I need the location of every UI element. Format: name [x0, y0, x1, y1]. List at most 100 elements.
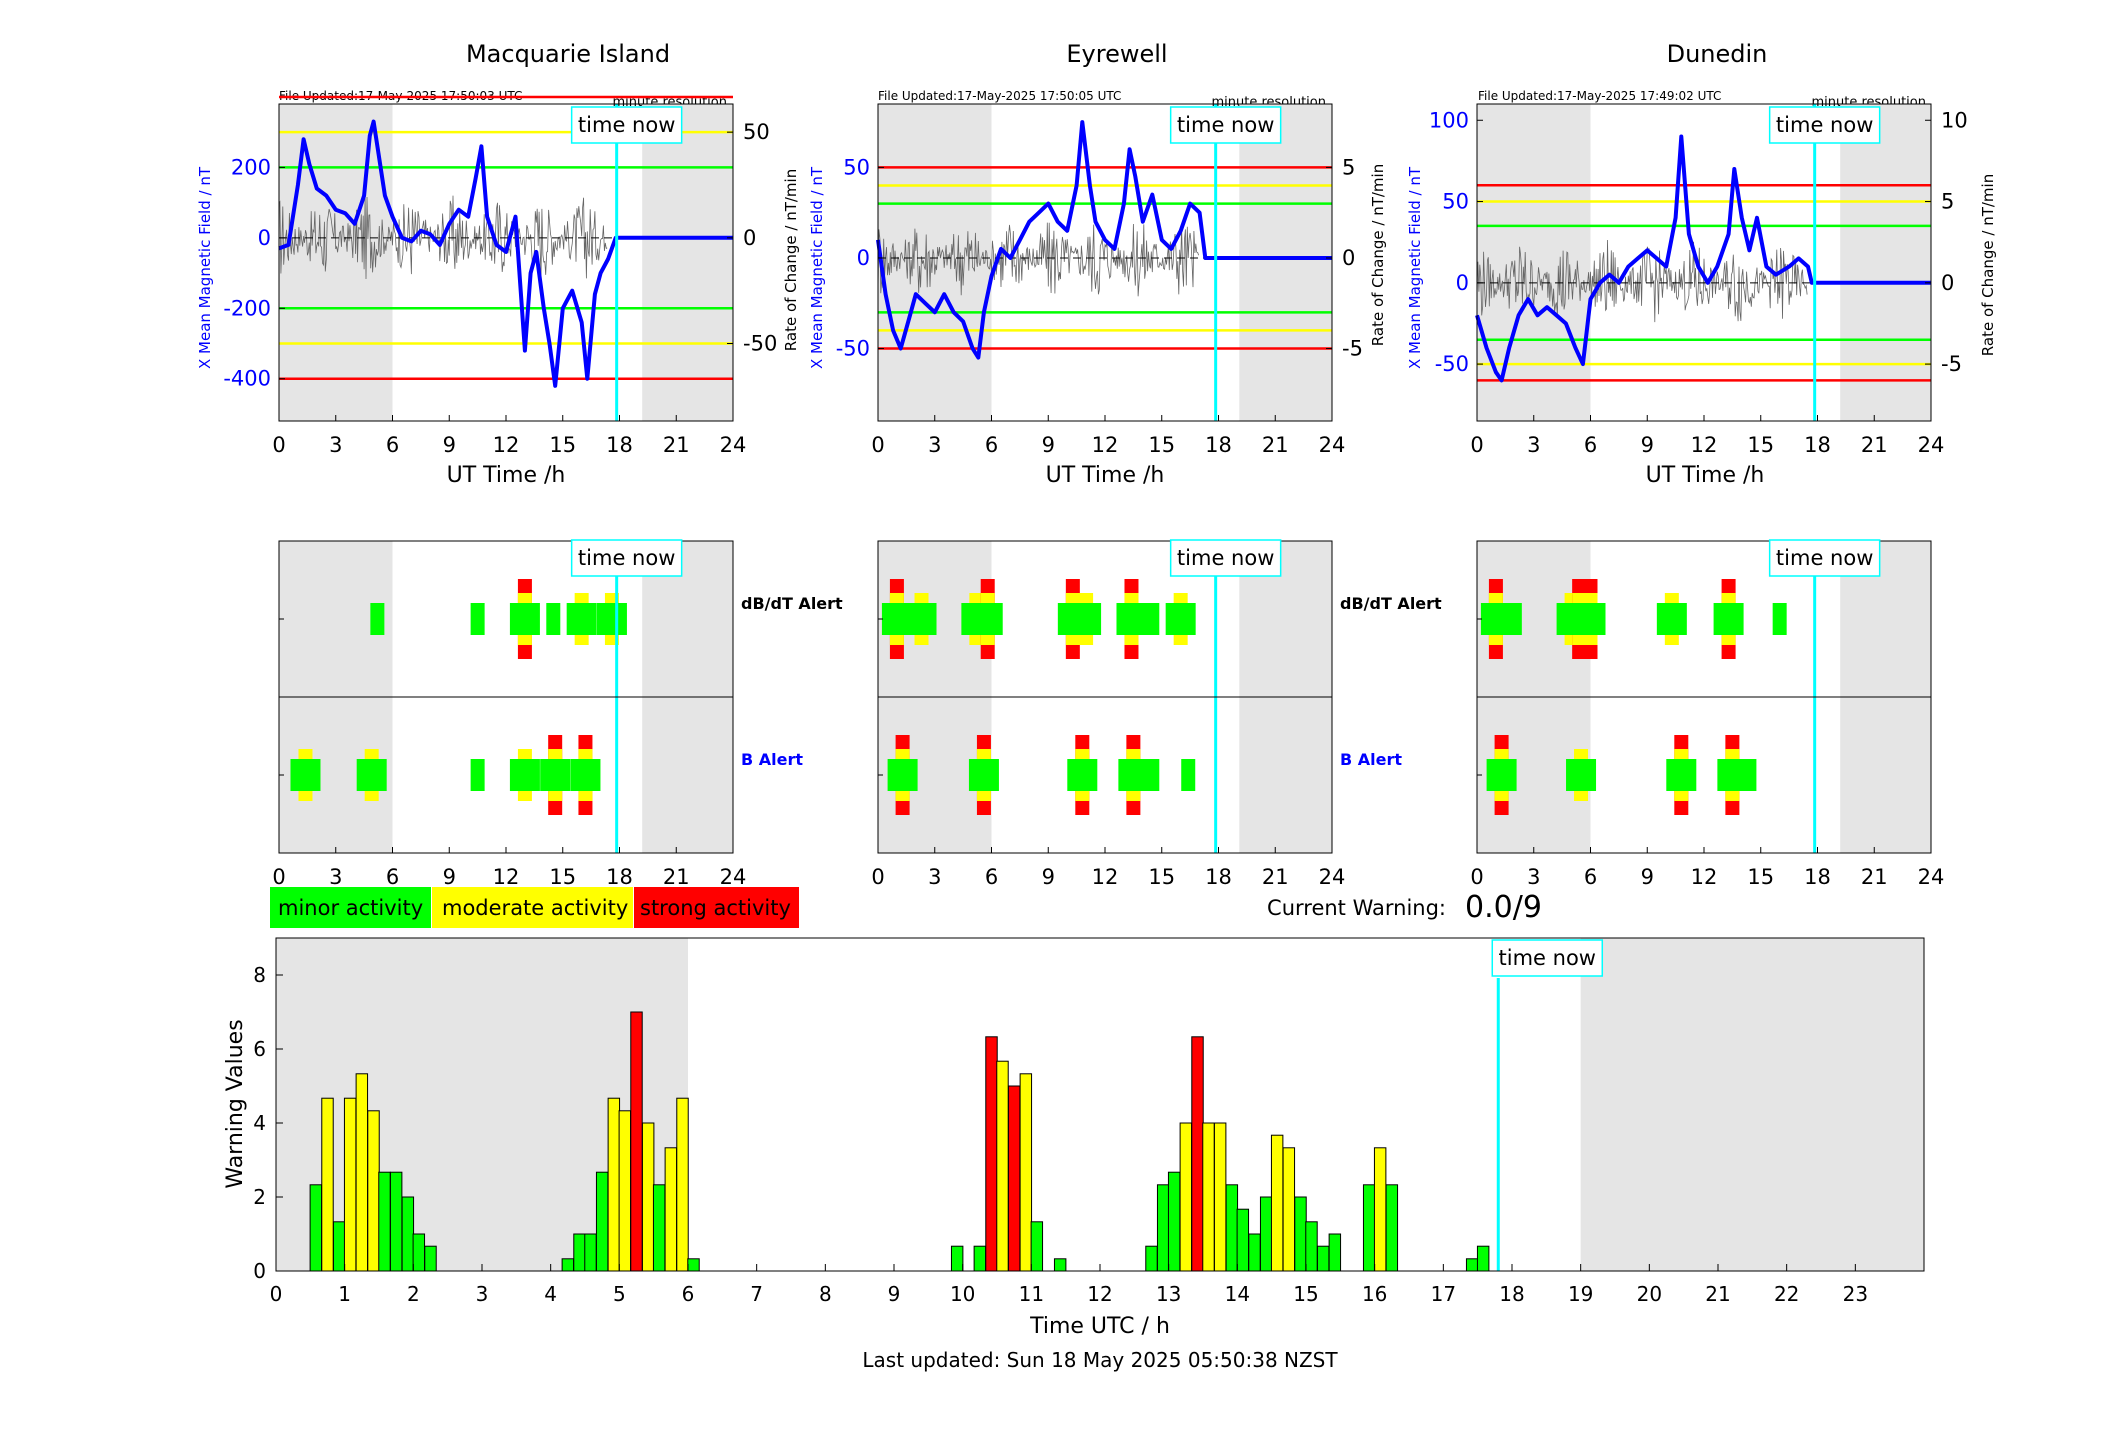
warning-bar: [996, 1060, 1009, 1272]
warning-bar: [321, 1097, 334, 1272]
b-alert-mark-minor: [1486, 759, 1517, 791]
b-alert-mark-minor: [968, 759, 999, 791]
time-now-box: [1768, 539, 1881, 577]
x-label-top-2: UT Time /h: [1646, 463, 1765, 488]
x-tick-label: 12: [1691, 433, 1718, 457]
x-tick-label: 9: [888, 1282, 901, 1306]
warning-bar: [1019, 1073, 1033, 1272]
dbdt-alert-mark-minor: [1116, 603, 1147, 635]
y-tick-label: 2: [253, 1185, 266, 1209]
bottom-y-label: Warning Values: [223, 1019, 248, 1188]
time-now-box: [1169, 539, 1282, 577]
mean-field-trace: [876, 120, 1332, 360]
x-tick-label: 4: [544, 1282, 557, 1306]
y-tick-label-left: -200: [223, 296, 271, 320]
x-tick-label: 18: [606, 433, 633, 457]
time-now-label: time now: [1177, 546, 1274, 570]
x-tick-label: 0: [871, 865, 884, 889]
x-tick-label: 18: [1804, 433, 1831, 457]
x-tick-label: 11: [1019, 1282, 1044, 1306]
dbdt-alert-mark-minor: [370, 603, 385, 635]
file-updated-2: File Updated:17-May-2025 17:49:02 UTC: [1478, 89, 1721, 103]
y-tick-label-left: 0: [258, 226, 271, 250]
x-tick-label: 9: [443, 865, 456, 889]
b-alert-mark-minor: [1118, 759, 1149, 791]
warning-bar: [1328, 1233, 1342, 1272]
x-tick-label: 12: [1691, 865, 1718, 889]
b-alert-mark-minor: [290, 759, 321, 791]
warning-bar: [1030, 1221, 1044, 1272]
time-now-label: time now: [1776, 546, 1873, 570]
dbdt-alert-mark-minor: [1772, 603, 1787, 635]
station-title-1: Eyrewell: [1066, 40, 1167, 68]
mean-field-trace: [278, 119, 733, 388]
warning-bar: [1213, 1122, 1227, 1272]
dbdt-alert-mark-minor: [566, 603, 597, 635]
dbdt-alert-mark-minor: [1713, 603, 1744, 635]
x-label-top-0: UT Time /h: [447, 463, 566, 488]
x-tick-label: 13: [1156, 1282, 1181, 1306]
x-tick-label: 21: [1705, 1282, 1730, 1306]
b-alert-label-1: B Alert: [1340, 750, 1402, 769]
x-tick-label: 22: [1774, 1282, 1799, 1306]
x-tick-label: 16: [1362, 1282, 1387, 1306]
x-tick-label: 21: [1262, 865, 1289, 889]
x-tick-label: 21: [663, 433, 690, 457]
y-tick-label-right: -50: [743, 332, 777, 356]
x-tick-label: 2: [407, 1282, 420, 1306]
x-tick-label: 9: [1641, 433, 1654, 457]
y-tick-label: 8: [253, 963, 266, 987]
warning-bar: [389, 1171, 403, 1272]
x-tick-label: 21: [1861, 433, 1888, 457]
y-tick-label: 6: [253, 1037, 266, 1061]
b-alert-mark-minor: [1566, 759, 1597, 791]
y-label-left-1: X Mean Magnetic Field / nT: [808, 166, 826, 369]
x-tick-label: 0: [272, 433, 285, 457]
legend-moderate-label: moderate activity: [442, 896, 628, 920]
x-tick-label: 0: [270, 1282, 283, 1306]
b-alert-label-0: B Alert: [741, 750, 803, 769]
time-now-box: [1491, 939, 1604, 977]
warning-bar: [412, 1233, 426, 1272]
x-tick-label: 12: [493, 865, 520, 889]
x-tick-label: 15: [1747, 433, 1774, 457]
alert-chart-dunedin: time now 0 3 6 9 12 15 18 21 24: [1470, 539, 1944, 889]
y-tick-label-right: 0: [1342, 246, 1355, 270]
warning-bar: [1236, 1208, 1250, 1272]
x-tick-label: 0: [272, 865, 285, 889]
x-tick-label: 17: [1431, 1282, 1456, 1306]
warning-bar: [584, 1233, 597, 1272]
rate-of-change-trace: [1476, 239, 1808, 323]
time-now-label: time now: [578, 546, 675, 570]
y-tick-label-left: 100: [1429, 108, 1469, 132]
bottom-x-label: Time UTC / h: [1029, 1314, 1170, 1339]
b-alert-mark-minor: [1742, 759, 1757, 791]
x-tick-label: 1: [338, 1282, 351, 1306]
b-alert-mark-minor: [1181, 759, 1196, 791]
night-shade: [1239, 104, 1332, 421]
time-now-box: [1169, 106, 1282, 144]
x-tick-label: 15: [549, 433, 576, 457]
night-shade: [642, 104, 733, 421]
b-alert-mark-minor: [470, 759, 485, 791]
rate-of-change-trace: [877, 222, 1199, 297]
x-tick-label: 24: [720, 433, 747, 457]
b-alert-mark-minor: [570, 759, 601, 791]
warning-bar: [561, 1258, 575, 1272]
time-now-box: [570, 539, 683, 577]
file-updated-1: File Updated:17-May-2025 17:50:05 UTC: [878, 89, 1121, 103]
warning-bar: [343, 1097, 357, 1272]
dbdt-alert-mark-minor: [1480, 603, 1511, 635]
time-now-label: time now: [578, 113, 675, 137]
x-tick-label: 12: [1092, 433, 1119, 457]
y-tick-label-right: -5: [1342, 337, 1363, 361]
dbdt-alert-mark-minor: [972, 603, 1003, 635]
x-tick-label: 18: [1205, 865, 1232, 889]
warning-bar: [1465, 1258, 1479, 1272]
dbdt-alert-mark-minor: [509, 603, 540, 635]
alert-chart-eyrewell: time now 0 3 6 9 12 15 18 21 24: [871, 539, 1345, 889]
b-alert-mark-minor: [1067, 759, 1098, 791]
b-alert-mark-minor: [1145, 759, 1160, 791]
